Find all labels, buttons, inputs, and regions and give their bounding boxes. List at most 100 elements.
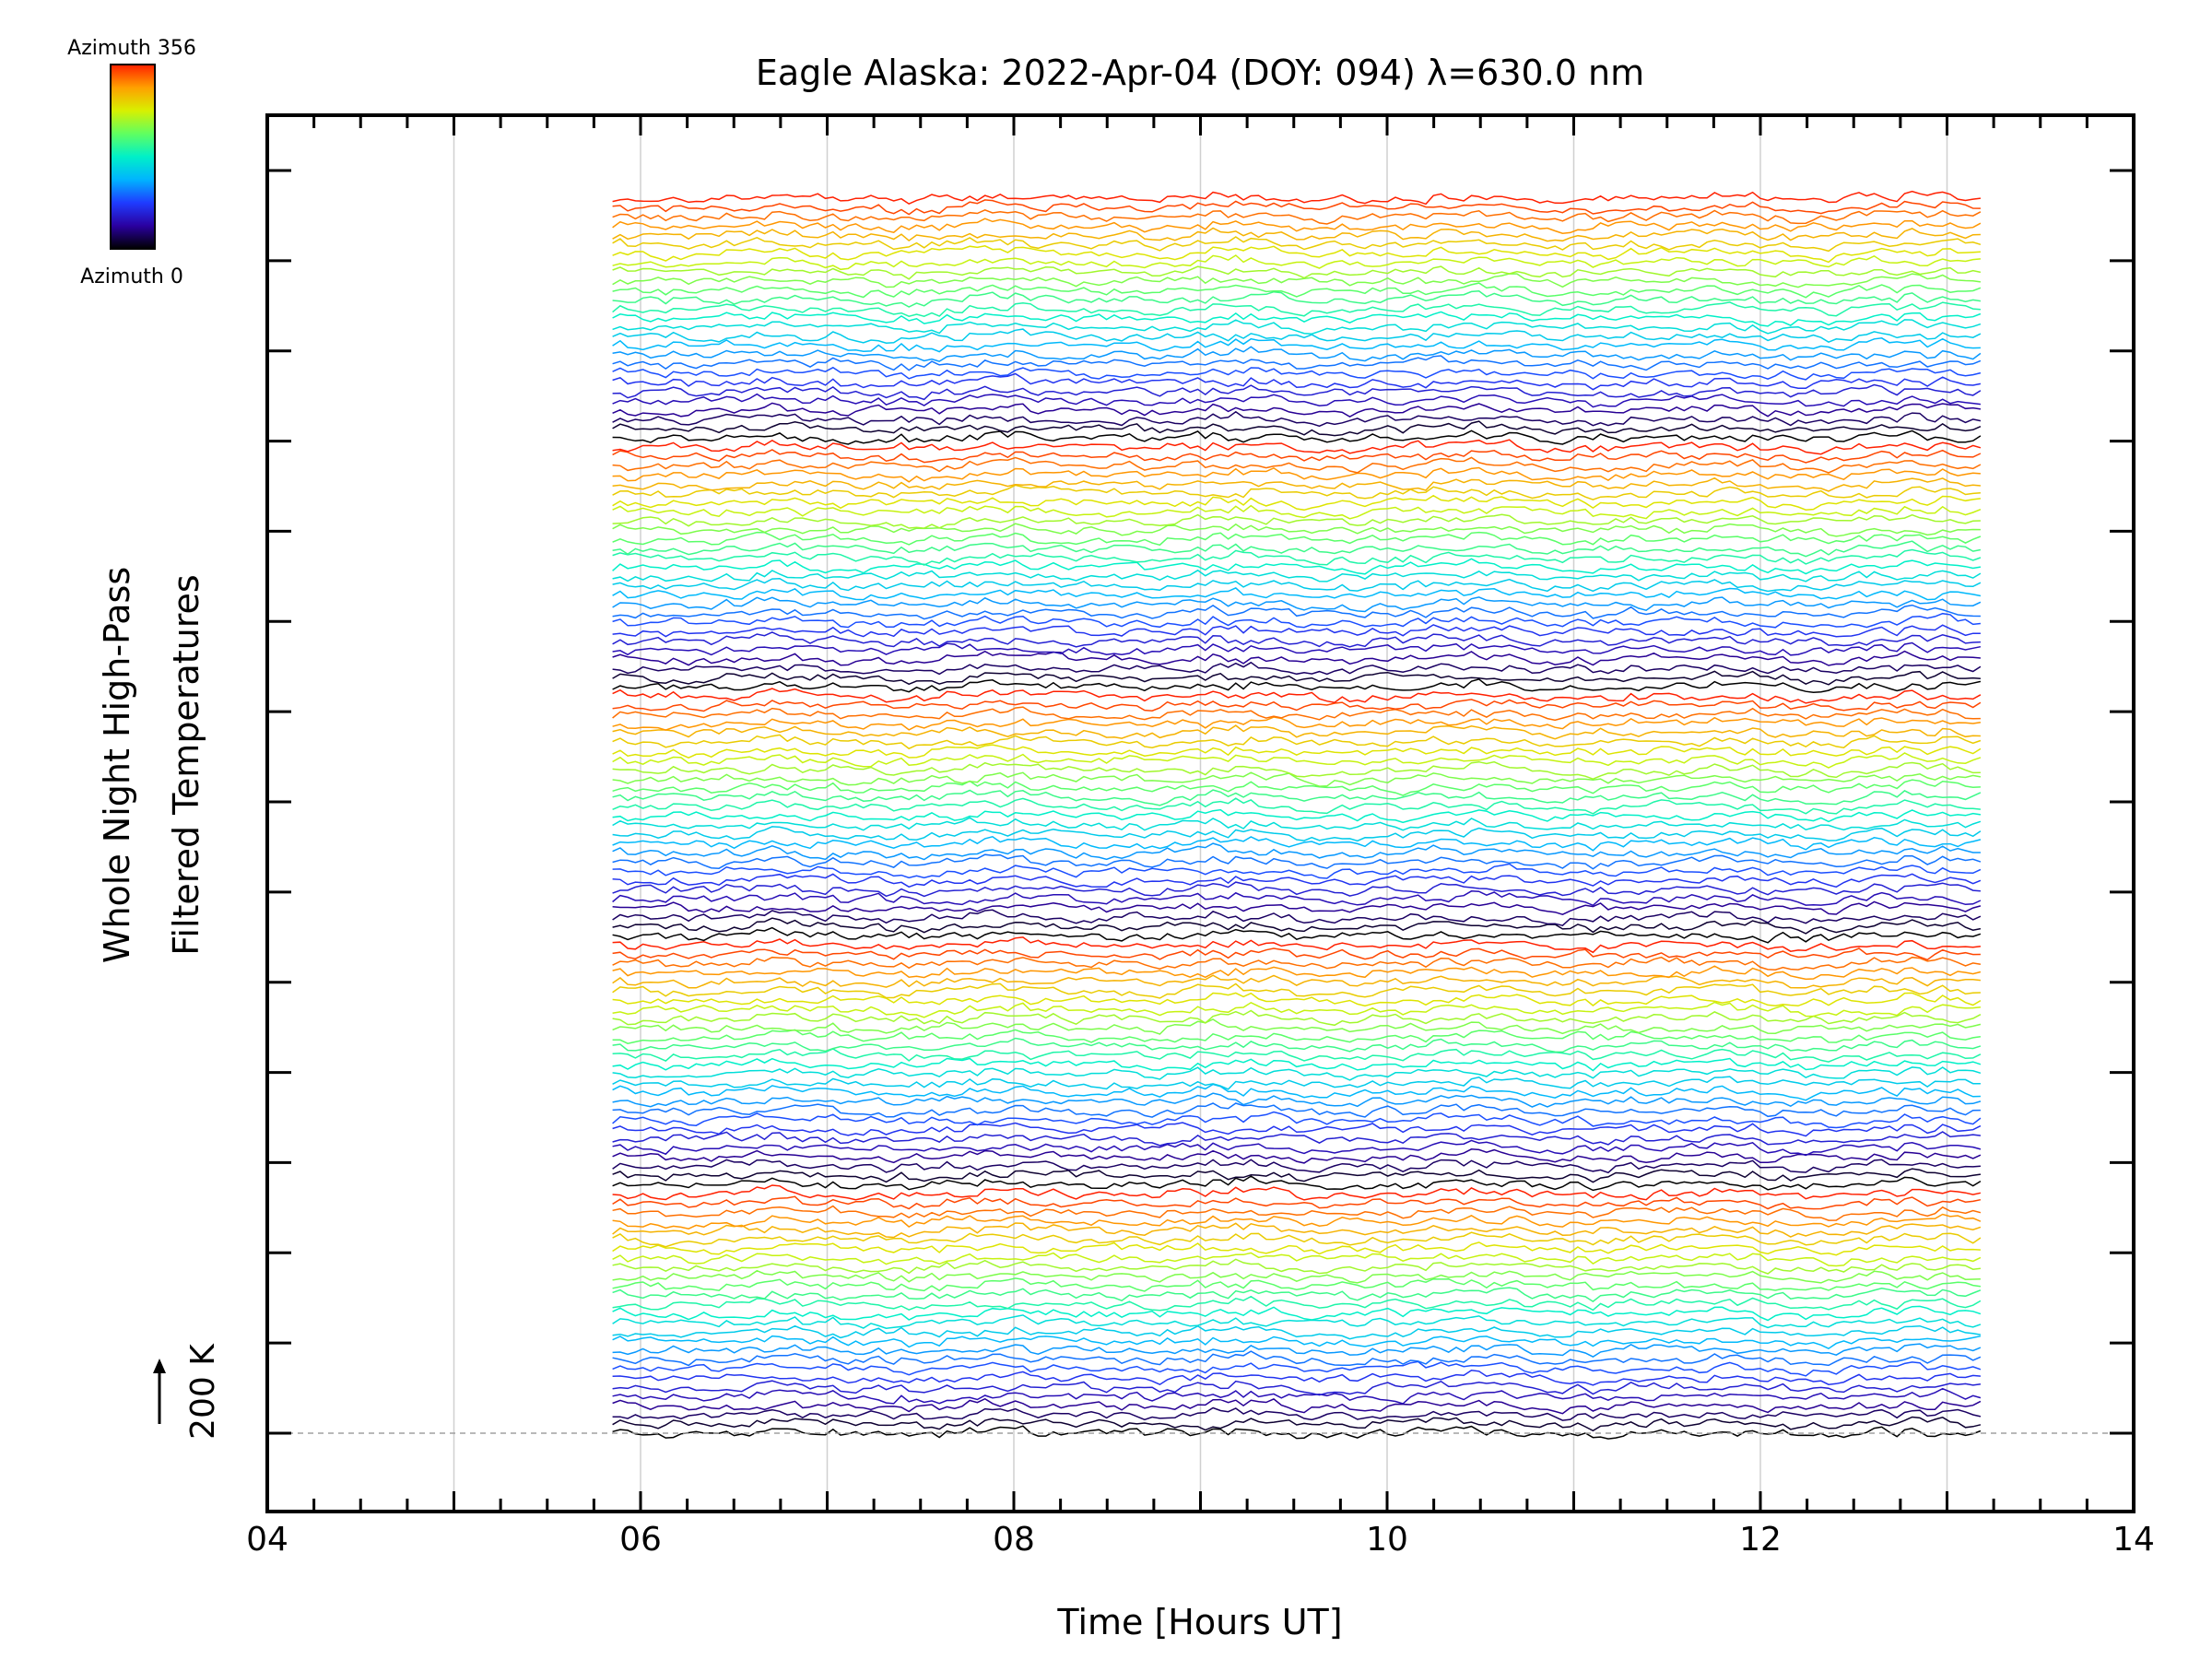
- series-line-12: [612, 1314, 1982, 1329]
- series-line-66: [612, 817, 1982, 831]
- series-line-82: [612, 670, 1981, 686]
- series-line-121: [612, 311, 1982, 327]
- series-line-50: [612, 965, 1982, 981]
- x-tick-label: 14: [2112, 1521, 2155, 1559]
- scale-bar-label: 200 K: [184, 1343, 222, 1440]
- series-line-113: [612, 383, 1982, 401]
- series-line-32: [612, 1131, 1981, 1147]
- series-line-25: [612, 1195, 1982, 1210]
- scale-bar: 200 K: [153, 1343, 222, 1440]
- series-line-84: [612, 650, 1981, 666]
- series-line-127: [612, 254, 1981, 271]
- series-line-78: [612, 706, 1981, 722]
- series-line-53: [612, 936, 1981, 954]
- series-line-62: [612, 853, 1982, 870]
- series-line-76: [612, 724, 1981, 740]
- chart-title: Eagle Alaska: 2022-Apr-04 (DOY: 094) λ=6…: [756, 53, 1644, 93]
- series-line-128: [612, 245, 1981, 264]
- series-line-58: [612, 890, 1982, 907]
- series-line-100: [612, 504, 1982, 520]
- series-line-129: [612, 236, 1982, 253]
- series-line-126: [612, 265, 1982, 280]
- series-line-117: [612, 346, 1982, 362]
- azimuth-colorbar: Azimuth 356 Azimuth 0: [67, 37, 196, 288]
- series-line-35: [612, 1102, 1981, 1118]
- series-line-102: [612, 484, 1981, 500]
- series-line-134: [612, 190, 1981, 206]
- series-line-72: [612, 760, 1981, 781]
- axis-ticks: [265, 115, 2136, 1512]
- series-line-28: [612, 1168, 1982, 1183]
- series-line-43: [612, 1029, 1982, 1044]
- series-line-59: [612, 881, 1981, 898]
- series-line-112: [612, 393, 1981, 408]
- series-line-110: [612, 410, 1982, 428]
- series-line-47: [612, 992, 1982, 1007]
- series-line-87: [612, 624, 1981, 638]
- series-line-63: [612, 842, 1981, 861]
- series-line-80: [612, 688, 1982, 704]
- series-line-124: [612, 282, 1982, 299]
- series-line-30: [612, 1148, 1982, 1164]
- series-line-71: [612, 771, 1982, 787]
- colorbar-gradient: [110, 64, 156, 250]
- series-line-133: [612, 199, 1981, 216]
- series-line-23: [612, 1213, 1982, 1230]
- series-line-79: [612, 699, 1982, 712]
- series-line-81: [612, 678, 1982, 694]
- series-line-57: [612, 900, 1982, 916]
- series-line-107: [612, 439, 1982, 455]
- series-line-17: [612, 1269, 1981, 1284]
- series-line-108: [612, 429, 1982, 445]
- series-line-52: [612, 947, 1981, 961]
- y-axis-label-line1: Whole Night High-Pass: [97, 567, 137, 963]
- series-line-91: [612, 587, 1982, 601]
- series-line-51: [612, 956, 1982, 971]
- series-line-6: [612, 1370, 1981, 1386]
- series-line-60: [612, 873, 1982, 888]
- series-line-115: [612, 366, 1982, 381]
- series-line-1: [612, 1416, 1982, 1432]
- series-line-98: [612, 523, 1981, 537]
- series-line-45: [612, 1009, 1982, 1027]
- series-line-94: [612, 558, 1982, 575]
- series-lines: [612, 190, 1982, 1440]
- series-line-5: [612, 1380, 1982, 1396]
- series-line-73: [612, 752, 1982, 769]
- x-tick-label: 12: [1739, 1521, 1782, 1559]
- x-tick-label: 04: [246, 1521, 288, 1559]
- series-line-105: [612, 456, 1982, 474]
- series-line-65: [612, 826, 1982, 842]
- series-line-86: [612, 631, 1981, 648]
- series-line-42: [612, 1037, 1982, 1053]
- series-line-36: [612, 1092, 1982, 1108]
- x-axis-label: Time [Hours UT]: [1056, 1602, 1342, 1642]
- scale-bar-arrow-head: [153, 1359, 166, 1373]
- y-axis-label: Whole Night High-Pass Filtered Temperatu…: [97, 567, 206, 963]
- series-line-70: [612, 779, 1981, 796]
- series-line-3: [612, 1397, 1982, 1415]
- series-line-0: [612, 1425, 1982, 1440]
- series-line-18: [612, 1258, 1981, 1275]
- series-line-74: [612, 744, 1982, 759]
- series-line-9: [612, 1343, 1982, 1358]
- series-line-90: [612, 596, 1982, 613]
- series-line-34: [612, 1111, 1982, 1129]
- series-line-99: [612, 513, 1981, 529]
- series-line-56: [612, 909, 1982, 927]
- series-line-119: [612, 328, 1982, 344]
- series-line-61: [612, 863, 1982, 879]
- series-line-106: [612, 449, 1982, 464]
- series-line-4: [612, 1387, 1982, 1405]
- series-line-8: [612, 1350, 1982, 1367]
- series-line-38: [612, 1076, 1981, 1090]
- series-line-103: [612, 477, 1981, 492]
- series-line-29: [612, 1159, 1981, 1174]
- x-tick-label: 06: [619, 1521, 662, 1559]
- series-line-20: [612, 1241, 1981, 1256]
- series-line-21: [612, 1231, 1982, 1248]
- series-line-132: [612, 208, 1982, 225]
- series-line-68: [612, 797, 1981, 815]
- series-line-7: [612, 1360, 1982, 1377]
